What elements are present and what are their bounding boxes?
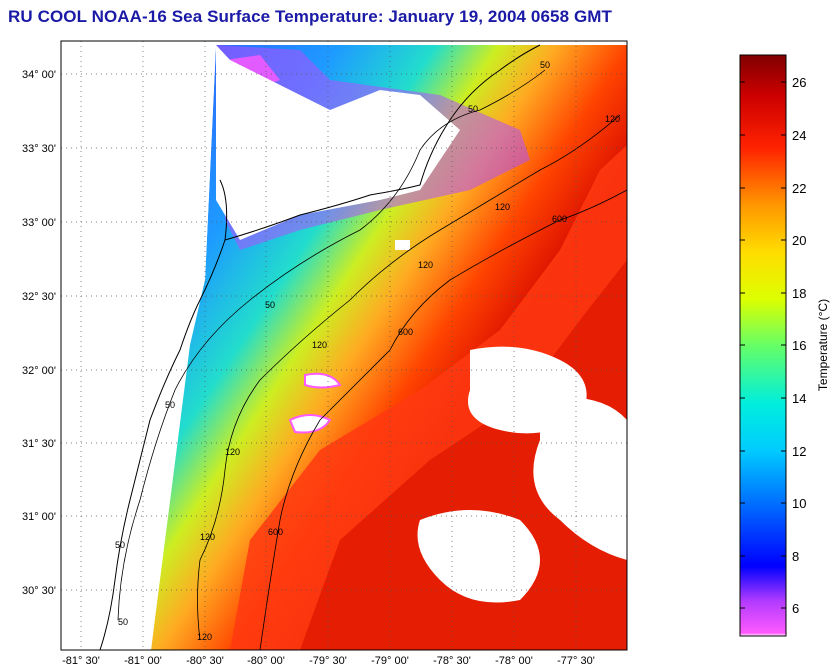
coastal-land (216, 45, 460, 240)
isobath-label: 120 (197, 632, 212, 642)
isobath-600 (259, 189, 627, 650)
lon-label: -81° 30' (62, 655, 100, 667)
isobath-label: 50 (165, 400, 175, 410)
colorbar-tick-label: 8 (792, 549, 799, 564)
lat-label: 30° 30' (22, 585, 56, 597)
lon-label: -80° 00' (247, 655, 285, 667)
colorbar-tick-label: 16 (792, 338, 806, 353)
cloud-gap (288, 414, 332, 434)
cloud-gap (395, 240, 410, 250)
lat-label: 31° 30' (22, 438, 56, 450)
isobath-label: 600 (398, 327, 413, 337)
colorbar-tick-label: 14 (792, 391, 806, 406)
map-border (60, 40, 628, 651)
colorbar-tick-label: 12 (792, 444, 806, 459)
latitude-labels: 34° 00' 33° 30' 33° 00' 32° 30' 32° 00' … (22, 69, 56, 597)
coastline (99, 179, 228, 650)
isobath-label: 120 (225, 447, 240, 457)
colorbar-tick-label: 10 (792, 496, 806, 511)
lon-label: -79° 00' (371, 655, 409, 667)
colorbar-tick-label: 20 (792, 233, 806, 248)
gulf-stream-core (300, 260, 627, 650)
lat-label: 34° 00' (22, 69, 56, 81)
longitude-labels: -81° 30' -81° 00' -80° 30' -80° 00' -79°… (62, 655, 595, 667)
cloud-gap (304, 372, 342, 389)
lon-label: -79° 30' (309, 655, 347, 667)
isobath-label: 120 (418, 260, 433, 270)
isobath-label: 120 (495, 202, 510, 212)
lon-label: -80° 30' (186, 655, 224, 667)
cloud-gap (600, 478, 627, 521)
lat-label: 32° 00' (22, 365, 56, 377)
isobath-label: 120 (200, 532, 215, 542)
land (61, 41, 216, 650)
colorbar-tick-label: 18 (792, 286, 806, 301)
colorbar-tick-label: 24 (792, 128, 806, 143)
colorbar-ticks: 26 24 22 20 18 16 14 12 10 8 6 (740, 75, 806, 616)
isobath-label: 600 (268, 527, 283, 537)
lon-label: -78° 30' (433, 655, 471, 667)
lat-label: 33° 00' (22, 217, 56, 229)
colorbar-title: Temperature (°C) (816, 299, 830, 391)
isobath-label: 120 (312, 340, 327, 350)
colorbar (739, 54, 787, 637)
isobath-50 (117, 69, 546, 621)
isobath-label: 600 (552, 214, 567, 224)
isobath-120 (197, 114, 621, 641)
colorbar-tick-label: 22 (792, 181, 806, 196)
isobath-label: 50 (265, 300, 275, 310)
coastline (224, 44, 541, 241)
isobath-label: 120 (605, 114, 620, 124)
isobath-label: 50 (468, 104, 478, 114)
cloud-gap (533, 397, 627, 560)
lon-label: -77° 30' (557, 655, 595, 667)
isobath-label: 50 (115, 540, 125, 550)
lon-label: -78° 00' (495, 655, 533, 667)
isobath-label: 50 (118, 617, 128, 627)
cloud-gap (417, 510, 540, 603)
lon-label: -81° 00' (124, 655, 162, 667)
lat-label: 31° 00' (22, 511, 56, 523)
lat-label: 33° 30' (22, 143, 56, 155)
isobath-label: 50 (540, 60, 550, 70)
map-title: RU COOL NOAA-16 Sea Surface Temperature:… (8, 7, 613, 26)
colorbar-tick-label: 6 (792, 601, 799, 616)
colorbar-tick-label: 26 (792, 75, 806, 90)
lat-label: 32° 30' (22, 291, 56, 303)
